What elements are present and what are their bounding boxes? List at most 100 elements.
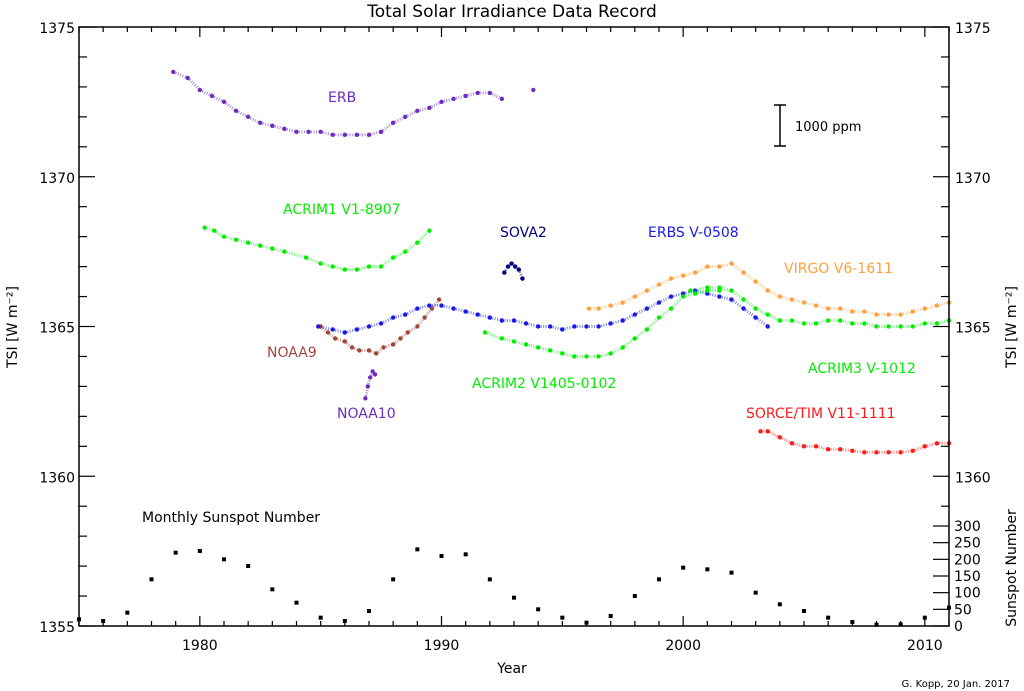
series-segment xyxy=(510,262,517,268)
data-point xyxy=(173,550,178,555)
data-point xyxy=(294,600,299,605)
plot-frame xyxy=(78,26,950,627)
credit: G. Kopp, 20 Jan. 2017 xyxy=(902,679,1010,690)
data-point xyxy=(318,615,323,620)
data-point xyxy=(838,447,843,452)
data-point xyxy=(657,577,661,582)
x-tick-label: 2000 xyxy=(665,638,701,654)
data-point xyxy=(753,590,758,595)
data-point xyxy=(372,372,378,377)
y2-tick-label: 150 xyxy=(954,569,981,585)
data-point xyxy=(487,577,492,582)
y-axis-label-left: TSI [W m⁻²] xyxy=(5,286,21,369)
series-segment xyxy=(670,295,685,310)
data-point xyxy=(531,87,536,93)
data-point xyxy=(427,228,432,233)
data-point xyxy=(741,297,746,302)
y-tick-label: 1365 xyxy=(39,321,75,337)
y2-tick-label: 250 xyxy=(954,536,981,552)
series-acrim1-v1-8907 xyxy=(202,225,432,272)
data-point xyxy=(427,303,432,308)
data-point xyxy=(826,615,831,620)
data-point xyxy=(342,339,348,344)
series-segment xyxy=(754,280,769,292)
data-point xyxy=(520,276,525,281)
series-sova2 xyxy=(502,261,525,281)
series-segment xyxy=(416,316,426,328)
data-point xyxy=(463,552,468,557)
data-point xyxy=(499,318,505,323)
series-monthly-sunspot-number xyxy=(77,547,951,627)
data-point xyxy=(306,129,311,135)
series-noaa9 xyxy=(318,297,442,356)
series-segment xyxy=(658,307,672,319)
data-point xyxy=(415,547,420,552)
series-segment xyxy=(484,331,503,340)
series-label-acrim2: ACRIM2 V1405-0102 xyxy=(472,376,616,392)
data-point xyxy=(436,297,442,302)
series-erb xyxy=(171,69,536,138)
y-tick-label: 1375 xyxy=(39,21,75,37)
series-label-acrim1: ACRIM1 V1-8907 xyxy=(283,202,401,218)
data-point xyxy=(390,342,396,347)
series-segment xyxy=(730,262,745,274)
series-noaa10 xyxy=(363,369,378,401)
data-point xyxy=(513,264,518,269)
series-segment xyxy=(430,298,441,310)
data-point xyxy=(378,264,384,269)
y-tick-label: 1360 xyxy=(39,470,75,486)
series-segment xyxy=(730,298,745,310)
data-point xyxy=(729,297,734,302)
series-label-acrim3: ACRIM3 V-1012 xyxy=(808,361,916,377)
data-point xyxy=(125,610,130,615)
data-point xyxy=(270,587,275,592)
y-tick-label-right: 1370 xyxy=(955,171,991,187)
data-point xyxy=(222,557,226,562)
data-point xyxy=(391,577,396,582)
data-point xyxy=(505,264,511,269)
series-segment xyxy=(690,286,708,293)
y2-tick-label: 200 xyxy=(954,552,981,568)
data-point xyxy=(149,577,154,582)
y2-tick-label: 100 xyxy=(954,586,981,602)
x-tick-label: 1990 xyxy=(424,638,460,654)
series-segment xyxy=(404,241,419,253)
y-tick-label-right: 1360 xyxy=(955,470,991,486)
data-point xyxy=(415,324,420,329)
y2-axis-label: Sunspot Number xyxy=(1004,509,1020,627)
series-label-noaa10: NOAA10 xyxy=(337,406,396,422)
series-segment xyxy=(730,289,745,301)
y-axis-label-right: TSI [W m⁻²] xyxy=(1004,286,1020,369)
x-axis-label: Year xyxy=(496,661,527,677)
data-point xyxy=(357,348,362,353)
series-label-sorce: SORCE/TIM V11-1111 xyxy=(746,406,896,422)
scale-bar: 1000 ppm xyxy=(774,104,861,147)
data-point xyxy=(405,330,410,335)
series-segment xyxy=(406,325,419,334)
series-segment xyxy=(507,262,513,268)
x-tick-label: 1980 xyxy=(182,638,218,654)
data-point xyxy=(509,261,514,266)
data-point xyxy=(765,324,770,329)
series-segment xyxy=(742,271,757,283)
data-point xyxy=(741,270,746,275)
series-segment xyxy=(645,316,661,331)
series-segment xyxy=(284,250,307,260)
data-point xyxy=(536,607,541,612)
data-point xyxy=(398,336,403,341)
series-segment xyxy=(423,307,434,319)
data-point xyxy=(342,267,348,272)
series-segment xyxy=(186,76,201,91)
series-acrim3-v-1012 xyxy=(688,285,952,329)
y-tick-label-right: 1365 xyxy=(955,321,991,337)
series-segment xyxy=(754,316,769,328)
series-label-erbs: ERBS V-0508 xyxy=(648,225,739,241)
series-label-sunspot: Monthly Sunspot Number xyxy=(142,510,320,526)
data-point xyxy=(802,609,806,613)
chart-title: Total Solar Irradiance Data Record xyxy=(366,2,657,22)
series-layer xyxy=(77,69,952,627)
data-point xyxy=(681,565,686,570)
data-point xyxy=(741,306,746,311)
